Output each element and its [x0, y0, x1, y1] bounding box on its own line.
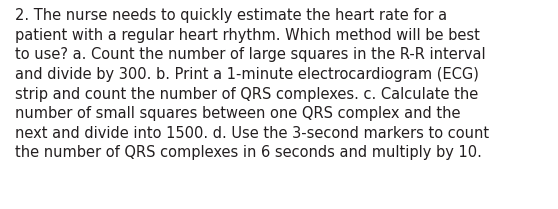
Text: 2. The nurse needs to quickly estimate the heart rate for a
patient with a regul: 2. The nurse needs to quickly estimate t…	[15, 8, 489, 160]
